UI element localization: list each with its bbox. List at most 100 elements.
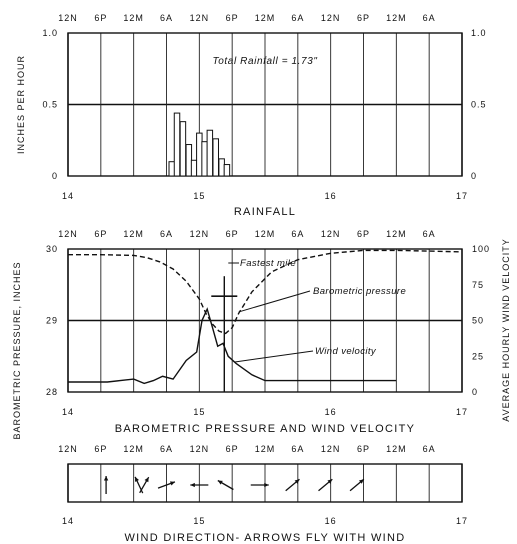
time-tick-label: 6A	[423, 444, 436, 454]
time-tick-label: 12M	[255, 13, 276, 23]
barometric-pressure-label: Barometric pressure	[313, 286, 406, 297]
y-axis-label-right: AVERAGE HOURLY WIND VELOCITY	[501, 238, 511, 422]
plot-frame	[67, 32, 463, 177]
day-tick-label: 16	[325, 407, 337, 417]
time-tick-label: 6P	[94, 13, 107, 23]
time-tick-label: 6A	[291, 229, 304, 239]
time-tick-label: 12N	[321, 13, 341, 23]
rainfall-bar	[218, 158, 225, 177]
wind-velocity-label: Wind velocity	[315, 346, 377, 357]
time-tick-label: 6P	[226, 444, 239, 454]
time-tick-label: 6P	[226, 13, 239, 23]
time-tick-label: 6P	[94, 229, 107, 239]
time-tick-label: 12M	[386, 229, 407, 239]
panel-title: WIND DIRECTION- ARROWS FLY WITH WIND	[124, 532, 405, 544]
wind-arrow-head	[169, 481, 175, 486]
annotation-leader	[234, 350, 314, 363]
time-tick-label: 12M	[123, 229, 144, 239]
rainfall-bar	[201, 141, 208, 177]
plot-frame	[67, 463, 463, 503]
time-tick-label: 6P	[357, 444, 370, 454]
total-rainfall-note: Total Rainfall = 1.73"	[212, 56, 317, 67]
y-tick-label: 0.5	[42, 100, 58, 110]
time-tick-label: 6P	[94, 444, 107, 454]
y-tick-label-right: 25	[472, 351, 484, 361]
y-tick-label: 29	[46, 316, 58, 326]
panel-title: RAINFALL	[234, 206, 296, 218]
day-tick-label: 15	[193, 191, 205, 201]
day-tick-label: 16	[325, 191, 337, 201]
y-tick-label-right: 1.0	[471, 28, 487, 38]
plot-frame	[67, 248, 463, 393]
day-tick-label: 15	[193, 407, 205, 417]
rainfall-bar	[168, 161, 175, 177]
rainfall-bar	[179, 121, 187, 177]
y-tick-label-right: 75	[472, 280, 484, 290]
y-tick-label: 30	[46, 244, 58, 254]
rainfall-bar	[223, 164, 231, 177]
y-tick-label-right: 100	[472, 244, 490, 254]
y-tick-label: 1.0	[42, 28, 58, 38]
time-tick-label: 6A	[423, 229, 436, 239]
day-tick-label: 15	[193, 516, 205, 526]
y-tick-label-right: 0	[472, 387, 478, 397]
time-tick-label: 12M	[386, 444, 407, 454]
y-tick-label: 28	[46, 387, 58, 397]
time-tick-label: 12N	[58, 229, 78, 239]
time-tick-label: 12M	[386, 13, 407, 23]
time-tick-label: 6A	[291, 444, 304, 454]
time-tick-label: 12N	[190, 444, 210, 454]
wind-arrow-head	[264, 482, 269, 488]
rainfall-bar	[212, 138, 219, 177]
y-tick-label: 0	[52, 171, 58, 181]
time-tick-label: 6P	[357, 13, 370, 23]
y-tick-label-right: 0	[471, 171, 477, 181]
time-tick-label: 6A	[423, 13, 436, 23]
rainfall-bar	[185, 144, 193, 177]
wind-arrow-head	[190, 482, 195, 488]
rainfall-bar	[206, 129, 214, 177]
rainfall-bar	[173, 112, 181, 177]
day-tick-label: 17	[456, 516, 468, 526]
day-tick-label: 14	[62, 516, 74, 526]
y-tick-label-right: 50	[472, 316, 484, 326]
time-tick-label: 12N	[321, 444, 341, 454]
rainfall-bar	[190, 159, 198, 177]
time-tick-label: 6A	[160, 229, 173, 239]
time-tick-label: 12N	[190, 13, 210, 23]
time-tick-label: 12M	[123, 13, 144, 23]
wind-arrow-head	[327, 479, 333, 484]
wind-arrow-head	[294, 479, 300, 484]
time-tick-label: 12N	[58, 13, 78, 23]
y-axis-label: INCHES PER HOUR	[16, 55, 26, 154]
time-tick-label: 6A	[160, 13, 173, 23]
time-tick-label: 12M	[123, 444, 144, 454]
wind-arrow-head	[135, 476, 139, 482]
y-tick-label-right: 0.5	[471, 100, 487, 110]
fastest-mile-label: Fastest mile	[240, 258, 296, 269]
y-axis-label: BAROMETRIC PRESSURE, INCHES	[12, 261, 22, 439]
time-tick-label: 12M	[255, 229, 276, 239]
annotation-leader	[238, 290, 311, 313]
day-tick-label: 17	[456, 407, 468, 417]
wind-arrow-head	[217, 480, 223, 485]
time-tick-label: 6A	[291, 13, 304, 23]
rainfall-bar	[196, 132, 203, 177]
wind-arrow-head	[103, 476, 109, 481]
time-tick-label: 12M	[255, 444, 276, 454]
day-tick-label: 14	[62, 407, 74, 417]
day-tick-label: 16	[325, 516, 337, 526]
time-tick-label: 6P	[226, 229, 239, 239]
day-tick-label: 17	[456, 191, 468, 201]
time-tick-label: 12N	[58, 444, 78, 454]
panel-title: BAROMETRIC PRESSURE AND WIND VELOCITY	[115, 423, 416, 435]
time-tick-label: 12N	[190, 229, 210, 239]
time-tick-label: 6A	[160, 444, 173, 454]
wind-arrow-head	[144, 477, 149, 483]
wind-velocity-line	[68, 307, 397, 385]
day-tick-label: 14	[62, 191, 74, 201]
time-tick-label: 6P	[357, 229, 370, 239]
wind-arrow-head	[358, 479, 364, 484]
